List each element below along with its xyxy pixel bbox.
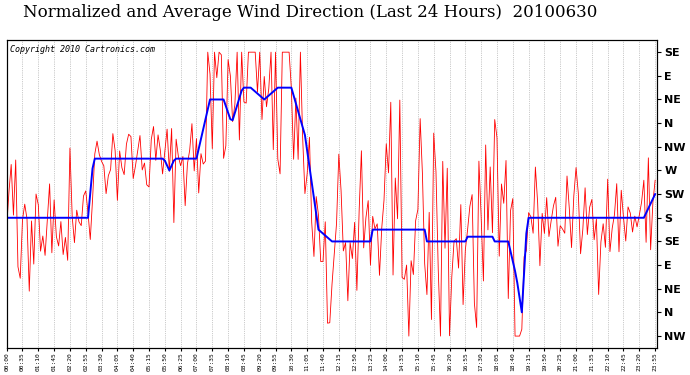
Text: Copyright 2010 Cartronics.com: Copyright 2010 Cartronics.com — [10, 45, 155, 54]
Text: Normalized and Average Wind Direction (Last 24 Hours)  20100630: Normalized and Average Wind Direction (L… — [23, 4, 598, 21]
